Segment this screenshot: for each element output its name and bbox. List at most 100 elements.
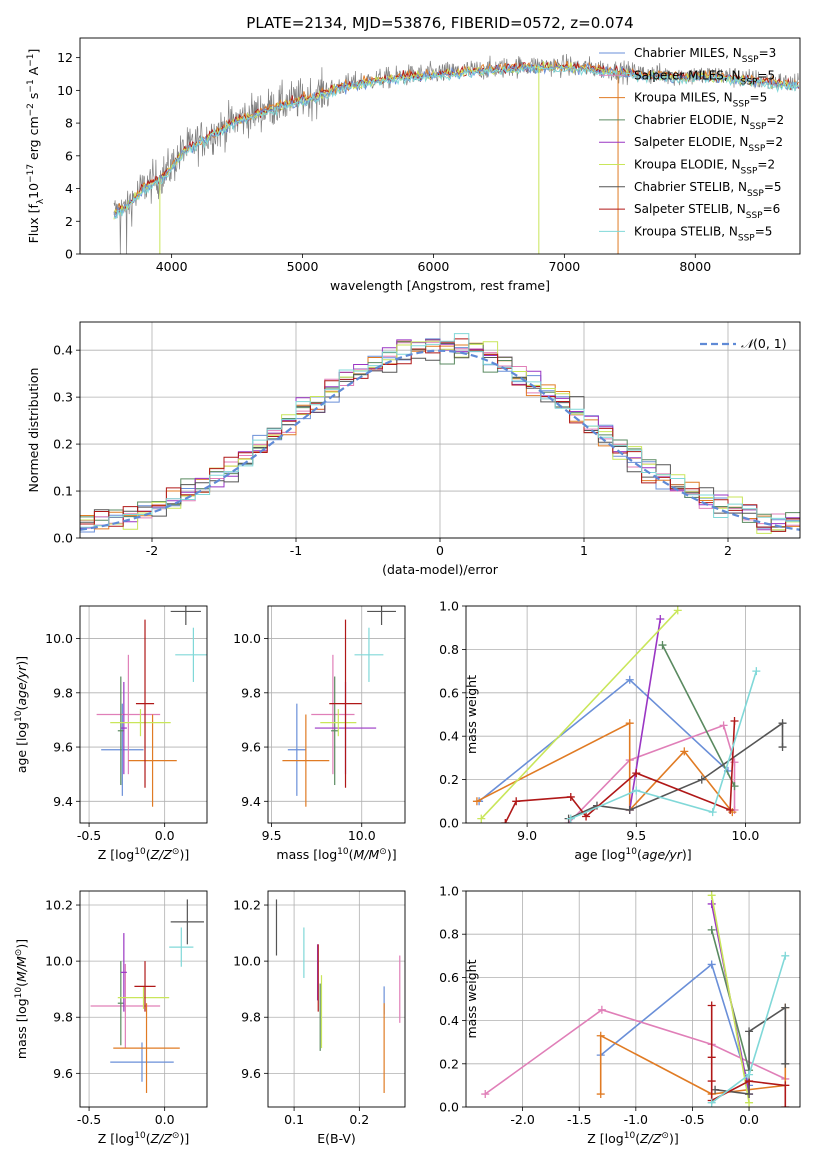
massweight-marker (632, 769, 641, 778)
plot-area (275, 899, 401, 1093)
y-tick-label: 9.8 (241, 1010, 261, 1025)
massweight-marker (658, 641, 667, 650)
massweight-marker (673, 606, 682, 615)
spectrum-panel: 4000 5000 6000 7000 8000 0 2 4 6 8 10 12 wavelength … (26, 37, 801, 293)
model-spectrum-line (113, 63, 799, 219)
massweight-marker (707, 1077, 716, 1086)
y-axis-label: mass weight (464, 675, 479, 754)
y-tick-label: 0.2 (439, 1056, 459, 1071)
grid (80, 606, 207, 823)
x-tick-label: 0.2 (349, 1112, 369, 1127)
massweight-marker (697, 775, 706, 784)
massweight-marker (707, 925, 716, 934)
legend-label: Chabrier ELODIE, NSSP=2 (634, 113, 784, 132)
axes-frame (79, 890, 208, 1108)
y-axis-label: mass [log10(M/M⊙)] (14, 939, 29, 1059)
y-tick-label: 0.8 (439, 642, 459, 657)
y-tick-label: 0.2 (439, 772, 459, 787)
x-tick-label: 9.5 (262, 828, 282, 843)
residual-histogram-step (80, 333, 800, 528)
y-tick-label: 10.0 (233, 954, 261, 969)
mass-vs-metallicity-panel: -0.5 0.0 9.6 9.8 10.0 10.2 Z [log10(Z/Z⊙)] mass… (14, 890, 208, 1146)
y-tick-label: 9.8 (53, 685, 73, 700)
normal-reference-curve (80, 349, 800, 531)
legend-label: Chabrier MILES, NSSP=3 (634, 46, 776, 65)
x-tick-label: 4000 (156, 259, 188, 274)
y-tick-label: 9.6 (241, 740, 261, 755)
massweight-vs-metallicity-panel: -2.0 -1.5 -1.0 -0.5 0.0 0.0 0.2 0.4 0.6 0.8 1.0 Z [… (439, 884, 801, 1146)
massweight-marker (566, 814, 575, 823)
axes-frame (79, 321, 801, 539)
y-tick-label: 6 (65, 148, 73, 163)
x-tick-label: 9.5 (626, 828, 646, 843)
y-tick-label: 10.2 (45, 898, 73, 913)
y-axis-label: Flux [fλ10−17 erg cm−2 s−1 A−1] (26, 49, 46, 244)
massweight-marker (745, 1027, 754, 1036)
y-axis-label: Normed distribution (26, 368, 41, 493)
massweight-marker (745, 1070, 754, 1079)
model-spectrum-line (113, 61, 800, 219)
y-tick-label: 9.6 (241, 1066, 261, 1081)
y-axis-label: age [log10(age/yr)] (14, 656, 29, 773)
x-tick-label: 9.0 (517, 828, 537, 843)
grid (268, 606, 405, 823)
y-tick-label: 9.4 (241, 794, 261, 809)
massweight-marker (719, 721, 728, 730)
y-tick-label: 10.0 (233, 631, 261, 646)
massweight-marker (632, 786, 641, 795)
y-tick-label: 0.8 (439, 927, 459, 942)
y-tick-label: 1.0 (439, 884, 459, 899)
massweight-marker (481, 1090, 490, 1099)
x-axis-label: wavelength [Angstrom, rest frame] (330, 278, 550, 293)
axes-frame (465, 605, 801, 824)
massweight-line (480, 609, 679, 820)
massweight-marker (566, 792, 575, 801)
plot-area (472, 606, 787, 823)
y-tick-label: 9.6 (53, 740, 73, 755)
y-tick-label: 9.8 (241, 685, 261, 700)
y-tick-label: 9.4 (53, 794, 73, 809)
massweight-marker (707, 960, 716, 969)
x-tick-label: -0.5 (77, 828, 101, 843)
massweight-marker (512, 797, 521, 806)
x-tick-label: -0.5 (77, 1112, 101, 1127)
y-tick-label: 0.4 (439, 1013, 459, 1028)
axes-frame (465, 890, 801, 1108)
y-tick-label: 10 (57, 83, 73, 98)
massweight-marker (707, 1053, 716, 1062)
x-axis-label: Z [log10(Z/Z⊙)] (98, 1131, 189, 1146)
massweight-marker (745, 1098, 754, 1107)
x-tick-label: 10.0 (348, 828, 376, 843)
x-tick-label: 0.0 (155, 1112, 175, 1127)
massweight-line (628, 618, 662, 811)
massweight-marker (708, 808, 717, 817)
massweight-marker (707, 891, 716, 900)
y-tick-label: 10.0 (45, 631, 73, 646)
y-tick-label: 2 (65, 214, 73, 229)
massweight-marker (625, 805, 634, 814)
residual-histogram-panel: -2 -1 0 1 2 0.0 0.1 0.2 0.3 0.4 (data-model)/error… (26, 321, 801, 577)
x-tick-label: 1 (580, 543, 588, 558)
age-vs-mass-panel: 9.5 10.0 9.4 9.6 9.8 10.0 mass [log10(M/M⊙)] (233, 605, 406, 862)
y-tick-label: 0.2 (53, 437, 73, 452)
y-tick-label: 0.0 (439, 816, 459, 831)
massweight-marker (597, 1005, 606, 1014)
y-tick-label: 1.0 (439, 599, 459, 614)
massweight-marker (781, 1081, 790, 1090)
massweight-marker (625, 719, 634, 728)
y-tick-label: 0.0 (53, 531, 73, 546)
y-tick-label: 0.6 (439, 685, 459, 700)
legend-label: Salpeter MILES, NSSP=5 (634, 68, 775, 87)
massweight-vs-age-panel: 9.0 9.5 10.0 0.0 0.2 0.4 0.6 0.8 1.0 age [log10(a… (439, 599, 801, 862)
y-tick-label: 0.4 (439, 729, 459, 744)
x-tick-label: 0 (436, 543, 444, 558)
massweight-marker (781, 1003, 790, 1012)
x-axis-label: Z [log10(Z/Z⊙)] (98, 847, 189, 862)
y-tick-label: 0.4 (53, 343, 73, 358)
y-tick-label: 0 (65, 247, 73, 262)
massweight-marker (726, 805, 735, 814)
x-tick-label: 0.0 (739, 1112, 759, 1127)
x-tick-label: 8000 (679, 259, 711, 274)
legend-label: Chabrier STELIB, NSSP=5 (634, 180, 782, 199)
